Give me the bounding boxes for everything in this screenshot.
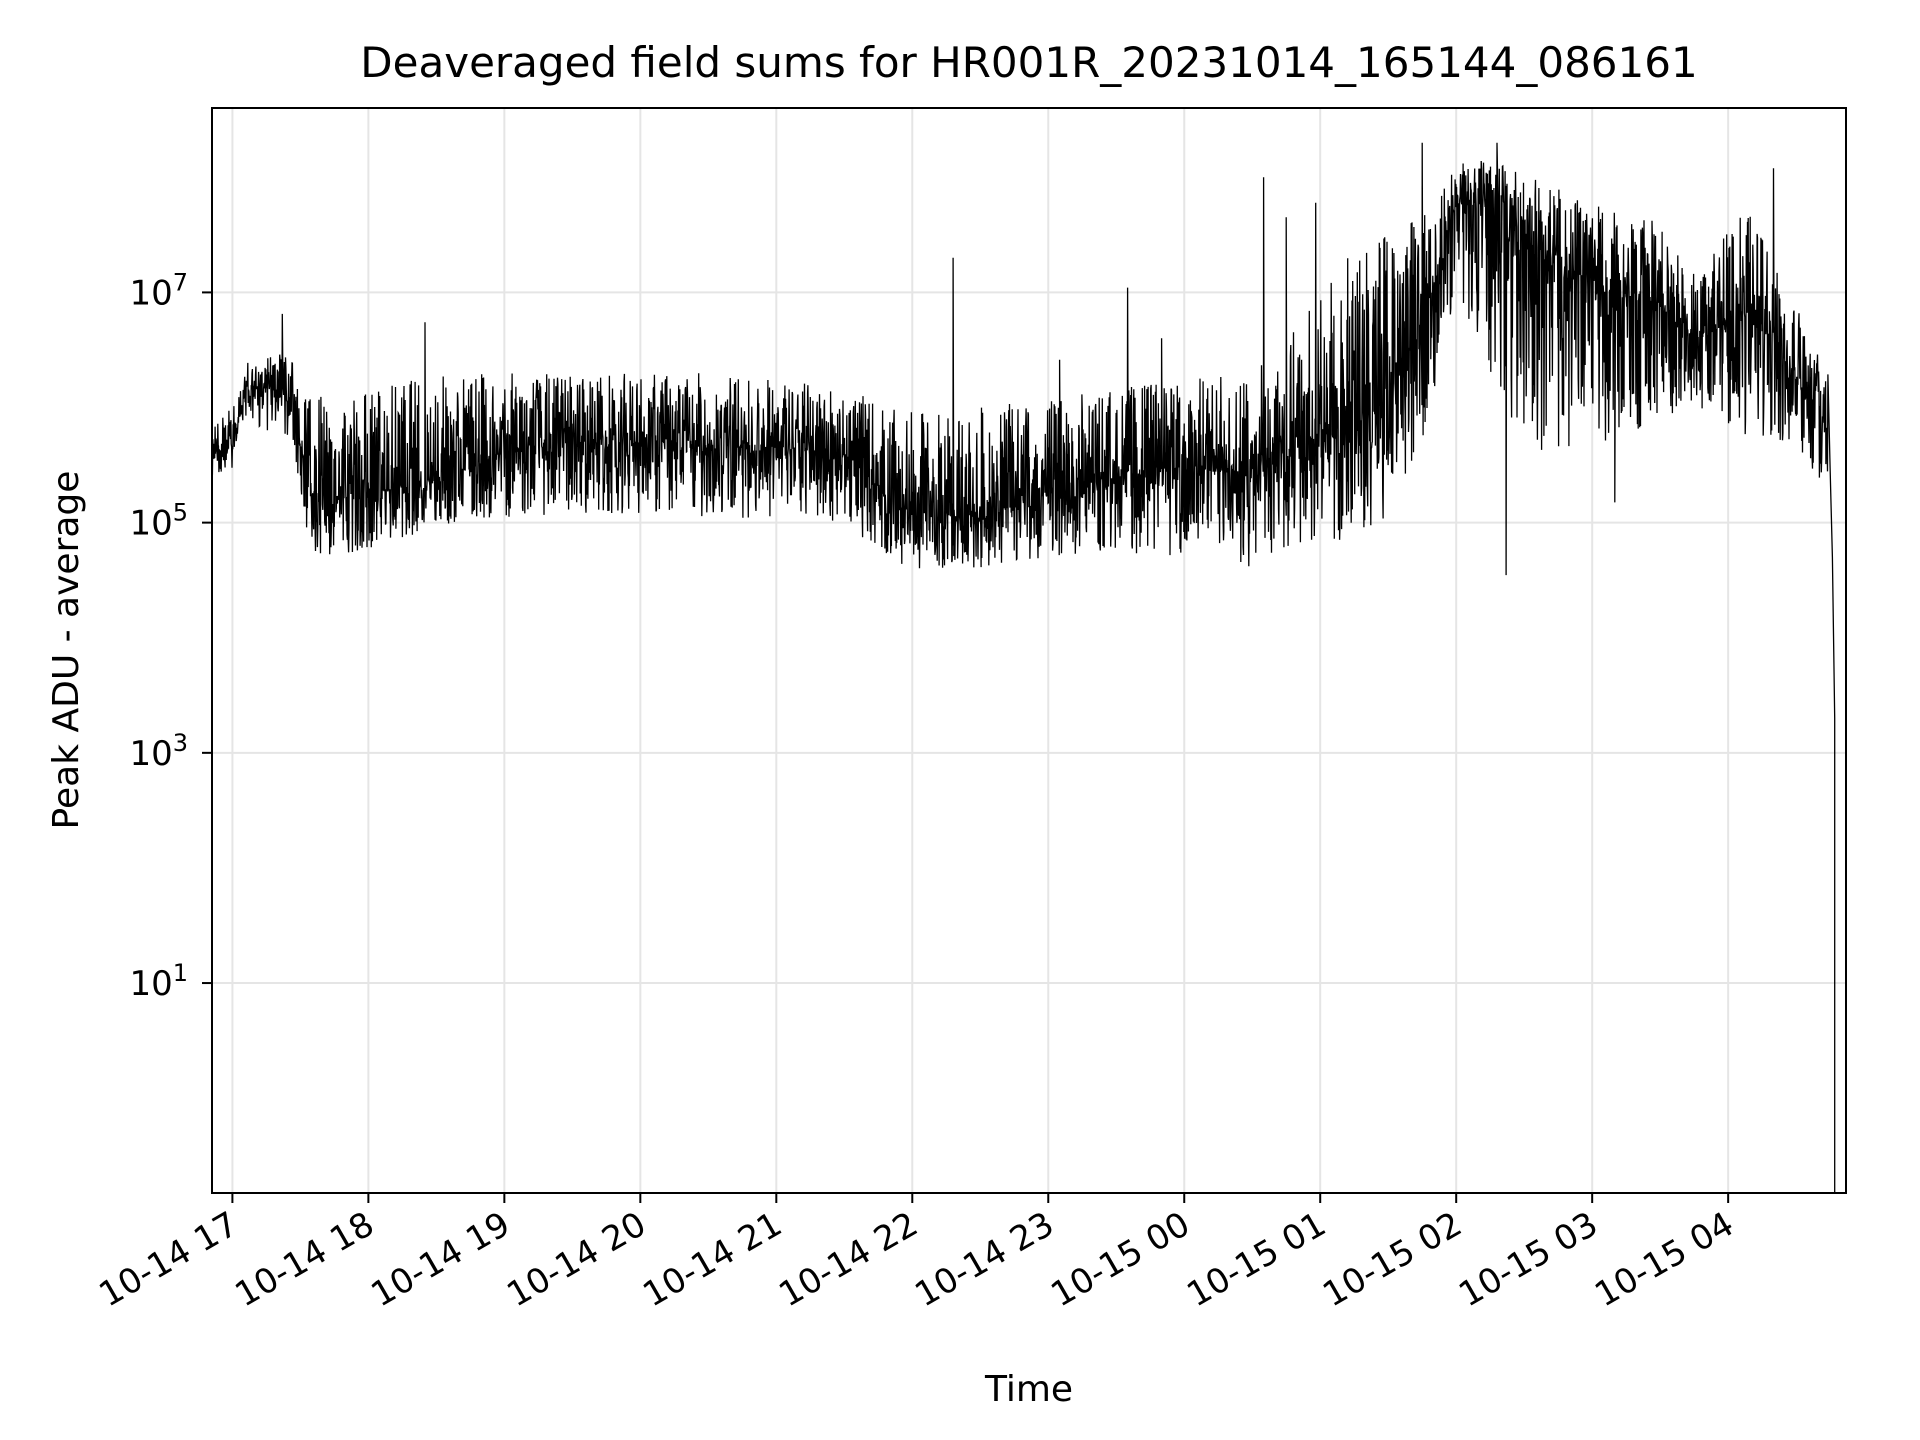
series-line bbox=[211, 142, 1836, 1193]
x-axis-label: Time bbox=[984, 1369, 1073, 1410]
plot-area bbox=[211, 142, 1836, 1193]
y-tick-label: 107 bbox=[129, 268, 188, 313]
y-tick-label: 101 bbox=[129, 959, 188, 1004]
axes-frame bbox=[211, 107, 1847, 1194]
y-tick-label: 103 bbox=[129, 729, 188, 774]
y-tick-label: 105 bbox=[129, 499, 188, 544]
chart-title: Deaveraged field sums for HR001R_2023101… bbox=[360, 38, 1697, 87]
y-axis-label: Peak ADU - average bbox=[46, 471, 87, 830]
